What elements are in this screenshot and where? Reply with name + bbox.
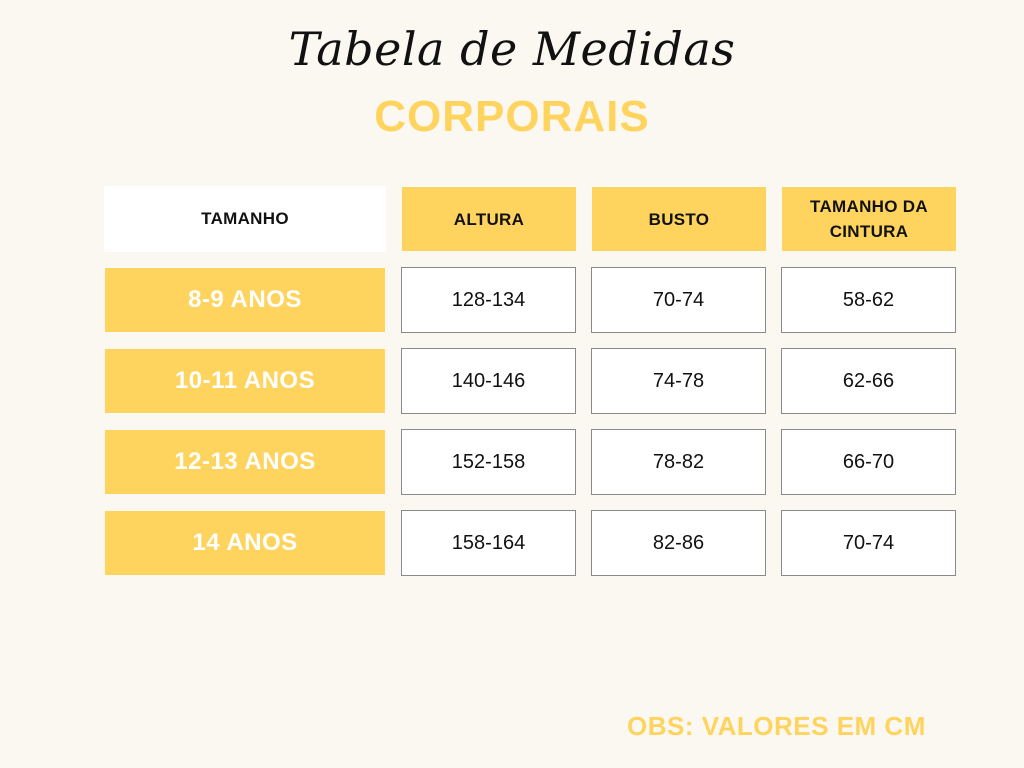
row-height-value: 158-164 (401, 510, 576, 576)
row-size-label: 8-9 ANOS (105, 268, 385, 332)
header-size: TAMANHO (104, 186, 386, 252)
row-waist-value: 58-62 (781, 267, 956, 333)
row-height-value: 128-134 (401, 267, 576, 333)
row-size-label: 14 ANOS (105, 511, 385, 575)
row-size-label: 10-11 ANOS (105, 349, 385, 413)
row-height-value: 140-146 (401, 348, 576, 414)
row-size-label: 12-13 ANOS (105, 430, 385, 494)
row-bust-value: 82-86 (591, 510, 766, 576)
row-waist-value: 62-66 (781, 348, 956, 414)
page-title: Tabela de Medidas (288, 22, 736, 76)
header-waist: TAMANHO DA CINTURA (782, 187, 956, 251)
row-bust-value: 74-78 (591, 348, 766, 414)
row-height-value: 152-158 (401, 429, 576, 495)
header-height: ALTURA (402, 187, 576, 251)
header-bust: BUSTO (592, 187, 766, 251)
row-bust-value: 70-74 (591, 267, 766, 333)
page-subtitle: CORPORAIS (374, 92, 650, 141)
row-bust-value: 78-82 (591, 429, 766, 495)
row-waist-value: 66-70 (781, 429, 956, 495)
row-waist-value: 70-74 (781, 510, 956, 576)
units-note: OBS: VALORES EM CM (627, 711, 926, 741)
